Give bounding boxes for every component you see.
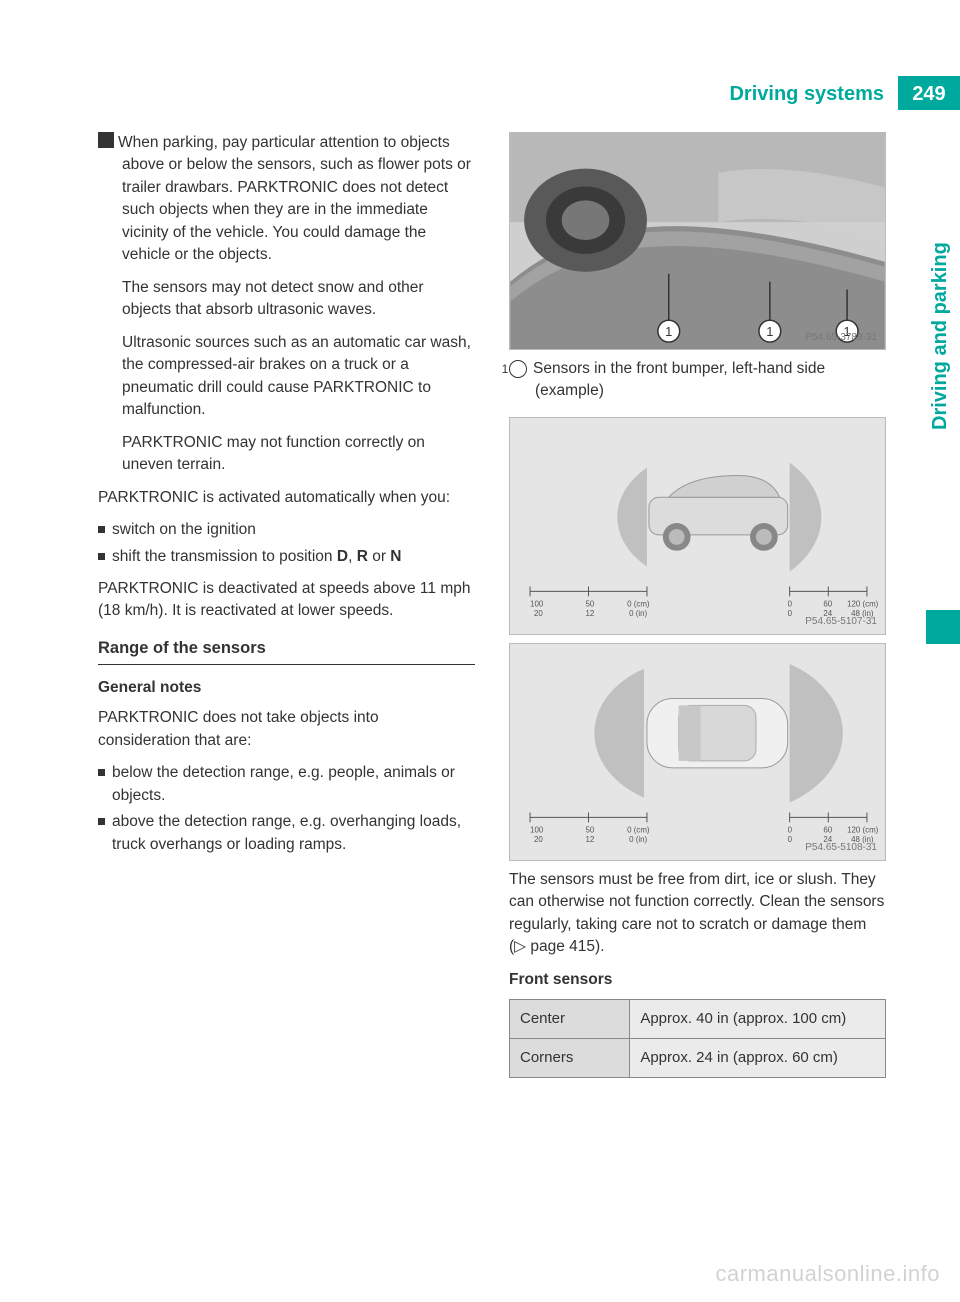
warning-p4: PARKTRONIC may not function correctly on… — [98, 432, 475, 477]
svg-text:0: 0 — [788, 599, 793, 608]
callout-1: 1 — [509, 360, 527, 378]
side-tab: Driving and parking — [926, 190, 960, 610]
svg-text:50: 50 — [586, 825, 595, 834]
svg-text:1: 1 — [665, 324, 672, 339]
top-range-illustration: 100500 (cm) 20120 (in) 060120 (cm) 02448… — [510, 644, 885, 860]
list-item: below the detection range, e.g. people, … — [98, 762, 475, 807]
svg-text:60: 60 — [823, 599, 832, 608]
figure1-caption: 1Sensors in the front bumper, left-hand … — [509, 358, 886, 403]
list-item: switch on the ignition — [98, 519, 475, 541]
content-area: !When parking, pay particular attention … — [98, 132, 886, 1088]
svg-text:12: 12 — [586, 609, 595, 618]
page-header: Driving systems 249 — [729, 76, 960, 110]
cell-label: Corners — [510, 1039, 630, 1078]
cell-value: Approx. 40 in (approx. 100 cm) — [630, 1000, 886, 1039]
svg-text:12: 12 — [586, 835, 595, 844]
svg-text:0: 0 — [788, 609, 793, 618]
side-tab-block — [926, 610, 960, 644]
svg-text:60: 60 — [823, 825, 832, 834]
svg-text:0: 0 — [788, 835, 793, 844]
heading-front-sensors: Front sensors — [509, 969, 886, 991]
front-sensors-table: Center Approx. 40 in (approx. 100 cm) Co… — [509, 999, 886, 1078]
svg-text:120 (cm): 120 (cm) — [847, 825, 879, 834]
svg-text:0 (cm): 0 (cm) — [627, 599, 650, 608]
svg-text:0 (cm): 0 (cm) — [627, 825, 650, 834]
figure-id: P54.65-5108-31 — [805, 841, 877, 856]
general-intro: PARKTRONIC does not take objects into co… — [98, 707, 475, 752]
table-row: Corners Approx. 24 in (approx. 60 cm) — [510, 1039, 886, 1078]
svg-text:20: 20 — [534, 609, 543, 618]
figure-top-range: 100500 (cm) 20120 (in) 060120 (cm) 02448… — [509, 643, 886, 861]
svg-text:1: 1 — [766, 324, 773, 339]
activated-list: switch on the ignition shift the transmi… — [98, 519, 475, 568]
general-list: below the detection range, e.g. people, … — [98, 762, 475, 856]
manual-page: Driving systems 249 Driving and parking … — [0, 0, 960, 1302]
cell-value: Approx. 24 in (approx. 60 cm) — [630, 1039, 886, 1078]
warning-p2: The sensors may not detect snow and othe… — [98, 277, 475, 322]
figure-side-range: 100500 (cm) 20120 (in) 060120 (cm) 02448… — [509, 417, 886, 635]
column-left: !When parking, pay particular attention … — [98, 132, 475, 1088]
side-tab-label: Driving and parking — [926, 190, 955, 430]
cell-label: Center — [510, 1000, 630, 1039]
warning-p3: Ultrasonic sources such as an automatic … — [98, 332, 475, 422]
svg-text:0 (in): 0 (in) — [629, 835, 647, 844]
sensor-clean-note: The sensors must be free from dirt, ice … — [509, 869, 886, 959]
figure-id: P54.65-5107-31 — [805, 615, 877, 630]
figure-id: P54.65-3788-31 — [805, 331, 877, 346]
column-right: 1 1 1 P54.65-3788-31 1Sensors in the fro… — [509, 132, 886, 1088]
table-row: Center Approx. 40 in (approx. 100 cm) — [510, 1000, 886, 1039]
warning-p1: When parking, pay particular attention t… — [118, 134, 471, 263]
warning-block: !When parking, pay particular attention … — [98, 132, 475, 267]
figure-front-bumper: 1 1 1 P54.65-3788-31 — [509, 132, 886, 350]
list-item: shift the transmission to position D, R … — [98, 546, 475, 568]
svg-text:100: 100 — [530, 825, 544, 834]
page-number: 249 — [898, 76, 960, 110]
svg-text:120 (cm): 120 (cm) — [847, 599, 879, 608]
svg-text:20: 20 — [534, 835, 543, 844]
side-range-illustration: 100500 (cm) 20120 (in) 060120 (cm) 02448… — [510, 418, 885, 634]
svg-text:0 (in): 0 (in) — [629, 609, 647, 618]
heading-general: General notes — [98, 677, 475, 699]
svg-text:50: 50 — [586, 599, 595, 608]
list-item: above the detection range, e.g. overhang… — [98, 811, 475, 856]
section-title: Driving systems — [729, 76, 898, 110]
svg-text:0: 0 — [788, 825, 793, 834]
warning-icon: ! — [98, 132, 114, 148]
deactivation-note: PARKTRONIC is deactivated at speeds abov… — [98, 578, 475, 623]
activated-intro: PARKTRONIC is activated automatically wh… — [98, 487, 475, 509]
svg-text:100: 100 — [530, 599, 544, 608]
bumper-illustration: 1 1 1 — [510, 133, 885, 349]
watermark: carmanualsonline.info — [715, 1258, 940, 1290]
heading-range: Range of the sensors — [98, 637, 475, 665]
